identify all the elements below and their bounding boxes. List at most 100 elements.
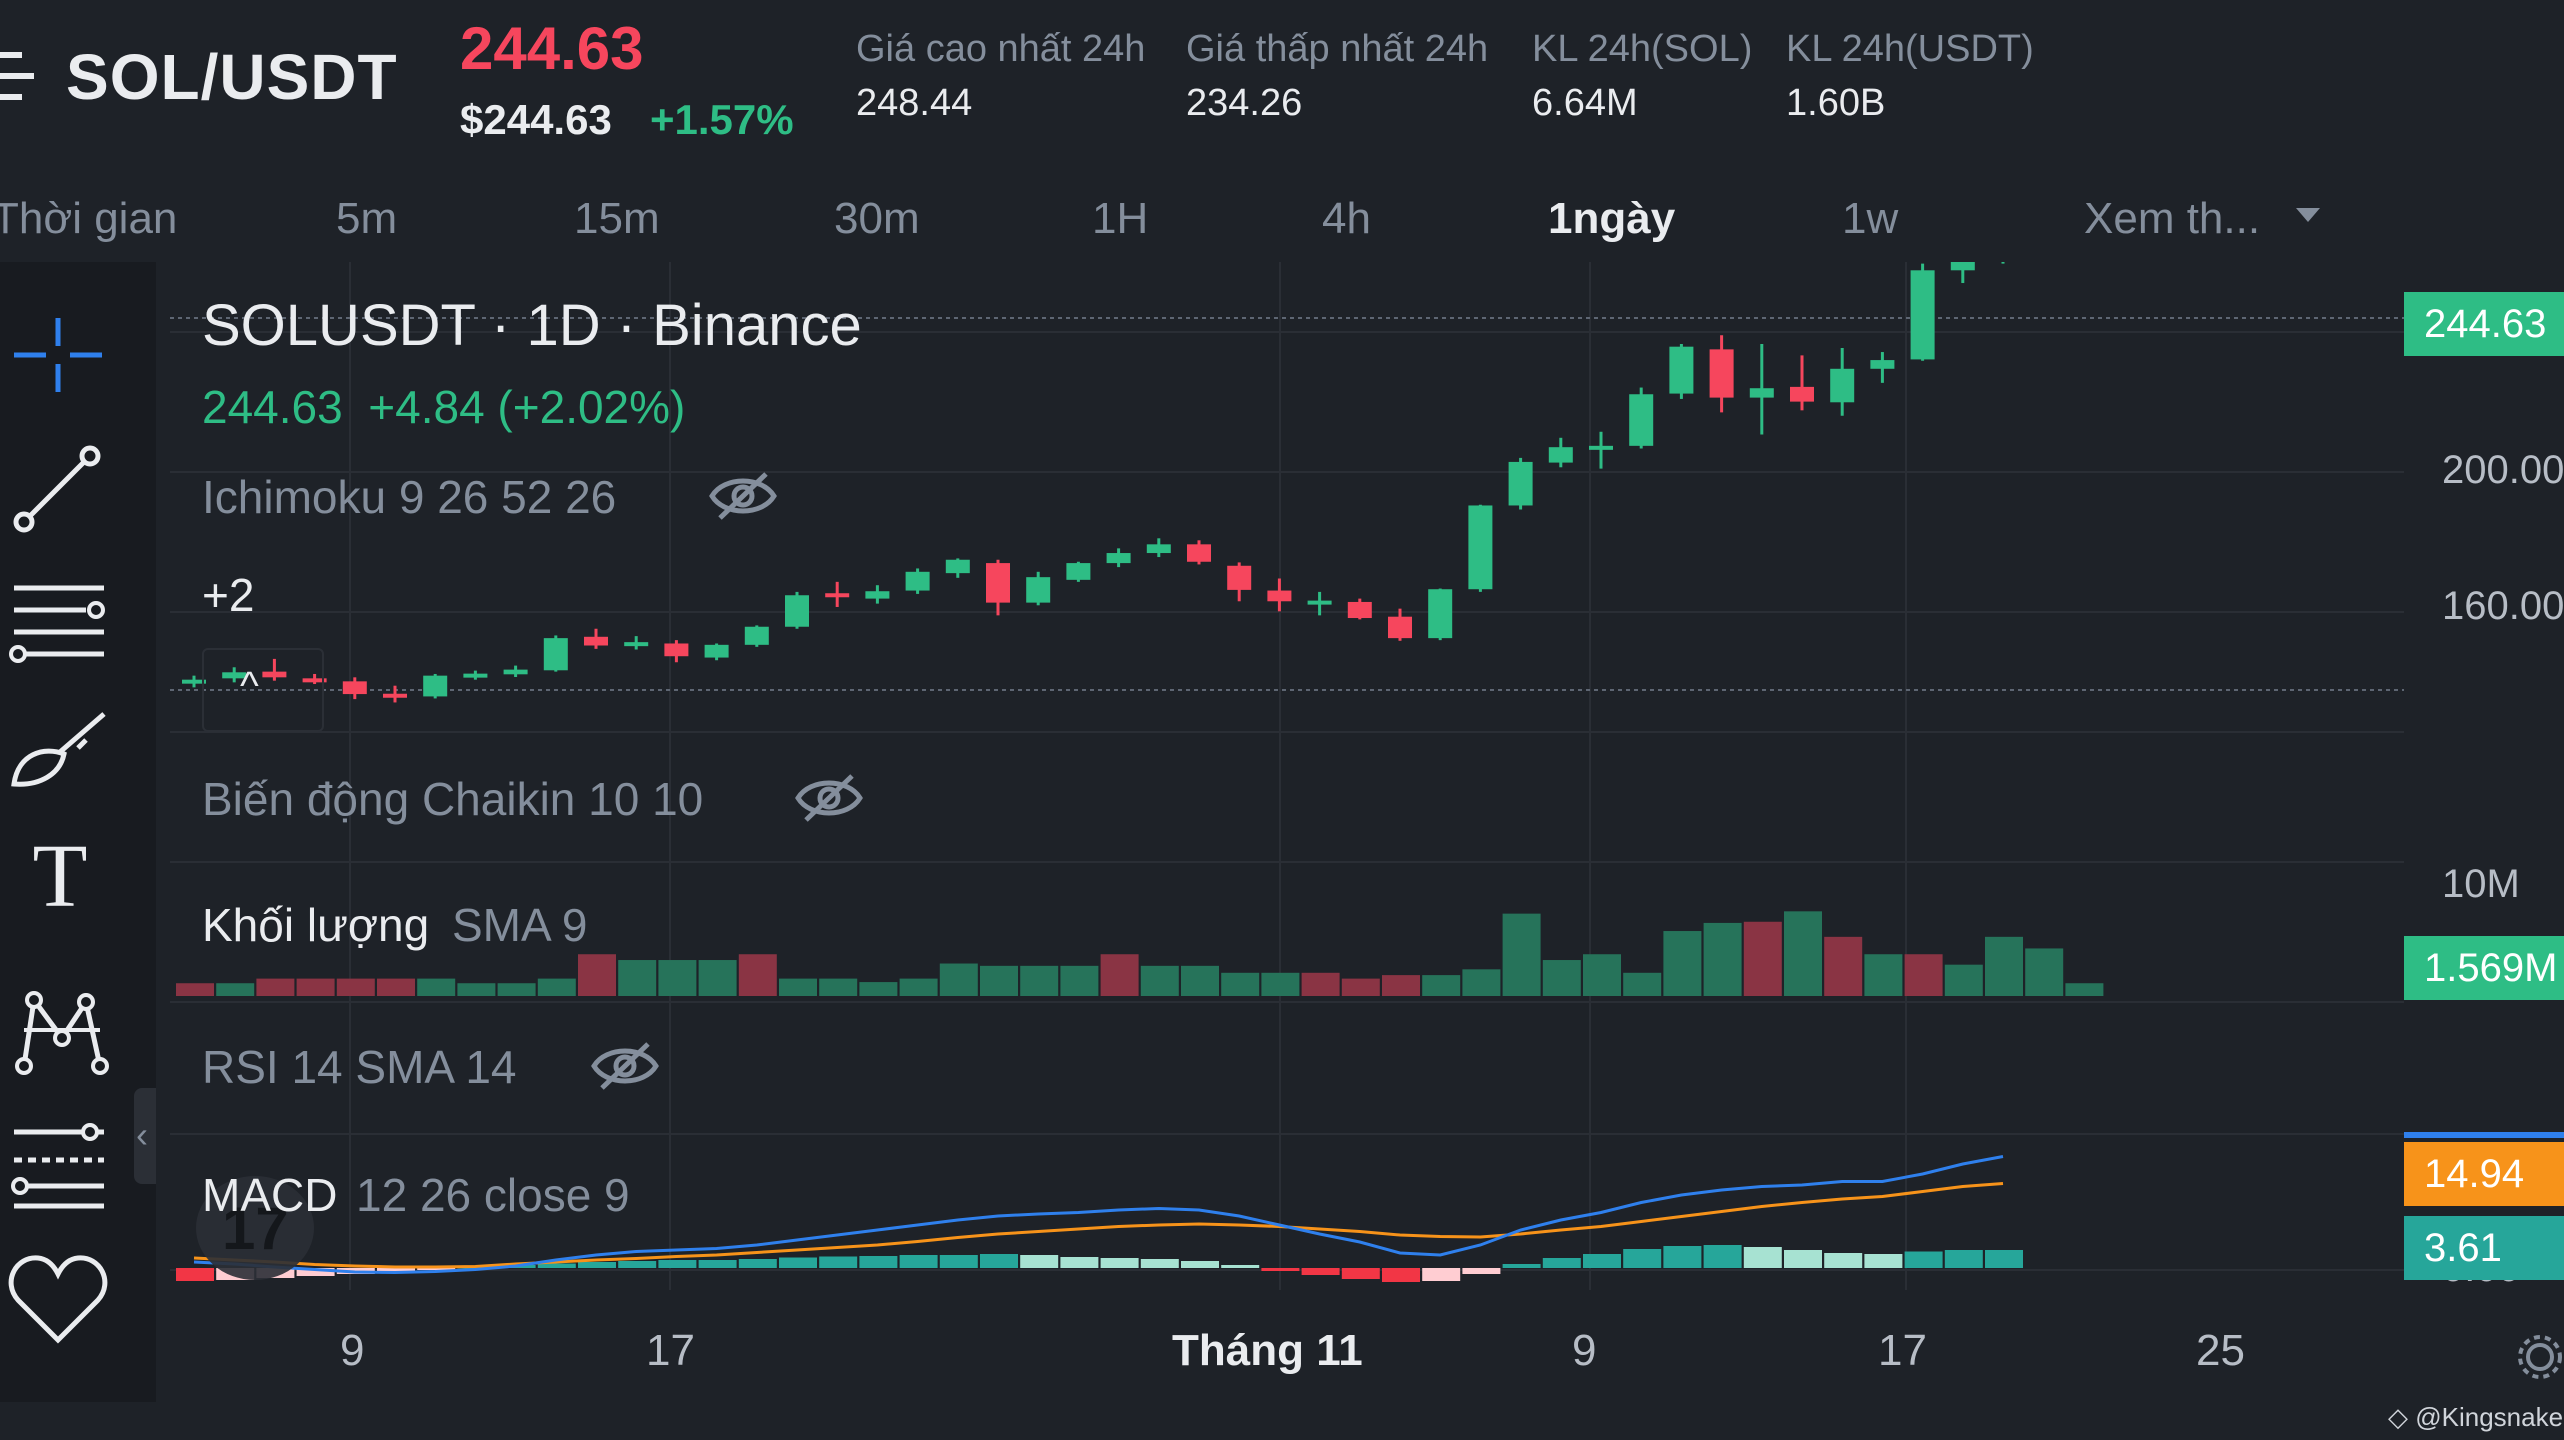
macd-histogram-bar [618,1261,657,1268]
favorite-icon[interactable] [0,1244,120,1354]
candle [1749,344,1774,435]
macd-histogram-bar [899,1255,938,1268]
volume-bar [1784,911,1822,996]
candle-body [543,638,568,671]
volume-bar [1341,978,1380,996]
candle-body [1508,461,1533,506]
tab-4h[interactable]: 4h [1322,194,1371,243]
candle-body [1709,349,1734,398]
volume-bar [1663,931,1702,996]
macd-histogram-bar [1382,1268,1420,1282]
pair-title[interactable]: SOL/USDT [66,41,398,113]
macd-histogram-bar [1864,1254,1903,1268]
toolbar-collapse-button[interactable]: ‹ [134,1088,156,1184]
volume-bar [1261,972,1300,996]
macd-histogram-bar [1502,1264,1541,1268]
tab-1h[interactable]: 1H [1092,194,1149,243]
brush-icon[interactable] [0,692,120,802]
volume-bar [980,965,1018,996]
tab-30m[interactable]: 30m [834,194,920,243]
candle [1267,578,1292,612]
tab-more[interactable]: Xem th... [2084,194,2261,243]
candle-body [1629,394,1654,446]
legend-collapse-button[interactable]: ^ [202,648,324,732]
chevron-down-icon[interactable] [2296,208,2320,222]
volume-bar [1301,972,1340,996]
candle-body [624,642,649,647]
pattern-icon[interactable] [0,976,120,1086]
volume-bar [1743,921,1782,996]
menu-icon[interactable] [0,52,34,100]
candle [1629,387,1654,449]
indicator-chaikin[interactable]: Biến động Chaikin 10 10 [202,773,704,825]
x-label: 9 [1572,1326,1597,1375]
macd-histogram-bar [698,1260,737,1268]
candle [1428,588,1453,641]
crosshair-icon[interactable] [0,300,120,410]
indicator-volume-name[interactable]: Khối lượng [202,899,430,951]
candle [1187,540,1211,565]
candle-body [744,626,769,645]
candle-body [945,559,970,574]
candle-body [1870,360,1895,369]
candle-body [1669,346,1694,394]
tab-5m[interactable]: 5m [336,194,398,243]
candle-body [262,671,287,678]
macd-histogram-bar [1100,1258,1139,1268]
candle-body [1307,600,1332,605]
indicator-macd-name[interactable]: MACD [202,1169,338,1221]
x-label: 9 [340,1326,365,1375]
candle [584,628,608,649]
tab-15m[interactable]: 15m [574,194,660,243]
candle [1950,262,1975,284]
indicator-more[interactable]: +2 [202,569,255,621]
tab-time[interactable]: Thời gian [0,194,178,243]
gear-icon[interactable] [2510,1330,2564,1384]
volume-bar [779,978,817,996]
trend-line-icon[interactable] [0,432,120,542]
volume-bar [1462,969,1501,996]
macd-tag-hist: 3.61 [2404,1216,2564,1280]
macd-tag-signal: 14.94 [2404,1142,2564,1206]
tab-1d[interactable]: 1ngày [1548,194,1676,243]
macd-histogram-bar [537,1263,576,1268]
fib-icon[interactable] [0,1110,120,1220]
eye-slash-icon[interactable] [708,468,778,524]
volume-bar [1703,922,1742,996]
candle-body [182,679,206,684]
eye-slash-icon[interactable] [794,770,864,826]
volume-bar [578,954,616,996]
candle [704,643,729,661]
text-icon[interactable]: T [32,827,88,926]
volume-bar [497,983,536,996]
macd-histogram-bar [738,1259,777,1268]
last-price: 244.63 [460,15,644,82]
candle [744,625,769,647]
volume-bar [1583,954,1621,996]
volume-bar [1060,965,1099,996]
drawing-toolbar: T [0,262,156,1402]
horizontal-lines-icon[interactable] [0,566,120,676]
candle-body [1066,563,1091,580]
stat-vol-sol-label: KL 24h(SOL) [1532,28,1753,70]
candle-body [584,636,608,646]
macd-histogram-bar [1221,1265,1260,1268]
indicator-ichimoku[interactable]: Ichimoku 9 26 52 26 [202,471,617,523]
macd-histogram-bar [1020,1255,1059,1268]
macd-histogram-bar [1462,1268,1501,1274]
chart-legend-title: SOLUSDT · 1D · Binance [202,293,862,358]
tab-1w[interactable]: 1w [1842,194,1899,243]
watermark: ◇ @Kingsnake [2388,1402,2564,1432]
volume-bar [1140,965,1179,996]
volume-bar [377,978,415,996]
volume-bar [1502,913,1541,996]
macd-histogram-bar [658,1260,697,1268]
macd-histogram-bar [1060,1257,1099,1268]
candle [262,658,287,681]
macd-histogram-bar [1261,1268,1300,1271]
eye-slash-icon[interactable] [590,1038,660,1094]
candle-body [383,693,407,698]
indicator-rsi[interactable]: RSI 14 SMA 14 [202,1041,517,1093]
candle-body [1187,544,1211,562]
chart-area[interactable] [0,262,2564,1362]
